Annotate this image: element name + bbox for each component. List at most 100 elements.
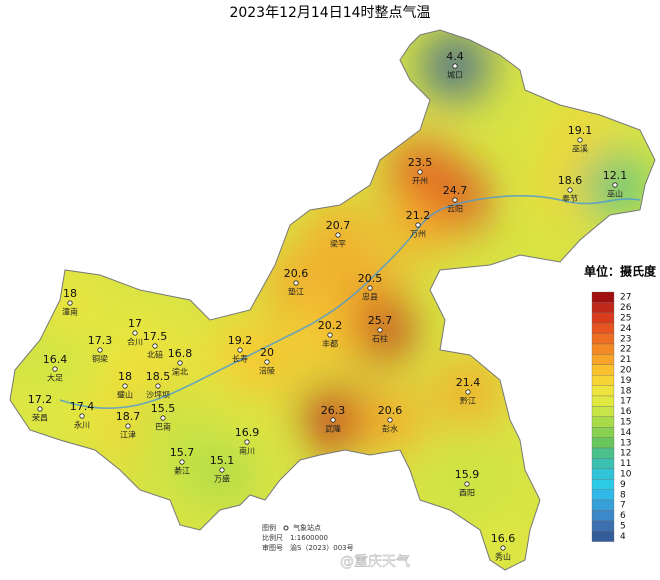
legend-label: 4 (620, 532, 626, 542)
footnote-legend-item: 气象站点 (293, 523, 321, 532)
station-value: 16.9 (235, 426, 260, 439)
station-dot (264, 359, 270, 365)
station-name: 永川 (74, 420, 90, 430)
station-name: 垫江 (288, 287, 304, 297)
legend-swatch (591, 385, 615, 397)
legend-label: 7 (620, 501, 626, 511)
stations: 4.4 城口 19.1 巫溪 23.5 开州 24.7 云阳 18.6 奉节 12.1 巫山 20.7 梁… (28, 50, 628, 562)
legend-label: 6 (620, 511, 626, 521)
station-dot (125, 423, 131, 429)
station-dot (219, 467, 225, 473)
station-value: 20.6 (284, 267, 309, 280)
station-value: 17.5 (143, 330, 168, 343)
station-name: 巫溪 (572, 144, 588, 154)
station-dot (67, 300, 73, 306)
station-dot (330, 417, 336, 423)
legend-swatch (591, 489, 615, 501)
station-value: 26.3 (321, 404, 346, 417)
footnote-approval-label: 审图号 (262, 543, 283, 552)
legend-swatch (591, 375, 615, 386)
station-name: 沙坪坝 (146, 391, 170, 400)
station-name: 巫山 (607, 189, 623, 199)
legend-label: 5 (620, 522, 626, 532)
legend-swatch (591, 499, 615, 511)
legend-swatch (591, 479, 615, 490)
legend-swatch (591, 302, 615, 313)
station-dot (612, 182, 618, 188)
legend-label: 19 (620, 376, 632, 386)
station-value: 18 (118, 370, 132, 383)
station-value: 18 (63, 287, 77, 300)
legend-label: 11 (620, 459, 631, 469)
legend-swatch (591, 531, 615, 542)
station-dot (377, 327, 383, 333)
station-name: 巴南 (155, 422, 171, 432)
station-value: 15.9 (455, 468, 480, 481)
station-value: 18.7 (116, 410, 141, 423)
station-value: 21.2 (406, 209, 431, 222)
legend-swatch (591, 354, 615, 365)
station-value: 18.6 (558, 174, 583, 187)
station-name: 涪陵 (259, 366, 275, 376)
station-value: 25.7 (368, 314, 393, 327)
station-dot (367, 285, 373, 291)
title: 2023年12月14日14时整点气温 (229, 5, 430, 21)
legend-swatch (591, 312, 615, 324)
legend-label: 18 (620, 386, 632, 396)
station-dot (244, 439, 250, 445)
station-name: 黔江 (460, 396, 476, 406)
legend-swatch (591, 510, 615, 521)
legend-label: 12 (620, 449, 631, 459)
station-dot (293, 280, 299, 286)
station-dot (177, 360, 183, 366)
station-value: 20 (260, 346, 274, 359)
footnote-dot (283, 525, 289, 531)
station-value: 18.5 (146, 370, 171, 383)
legend-label: 15 (620, 418, 631, 428)
station-value: 20.6 (378, 404, 403, 417)
station-name: 开州 (412, 177, 428, 186)
station-name: 云阳 (447, 205, 463, 214)
station-dot (387, 417, 393, 423)
station-name: 梁平 (330, 240, 346, 249)
station-name: 彭水 (382, 424, 398, 434)
station-value: 15.7 (170, 446, 195, 459)
station-name: 万盛 (214, 474, 230, 484)
station-dot (132, 330, 138, 336)
watermark: @重庆天气 (340, 554, 410, 570)
station-name: 长寿 (232, 354, 248, 364)
station-name: 合川 (127, 337, 143, 347)
station-value: 17 (128, 317, 142, 330)
station-dot (417, 169, 423, 175)
legend-swatch (591, 333, 615, 345)
legend-swatch (591, 437, 615, 449)
station-dot (567, 187, 573, 193)
legend-label: 8 (620, 490, 626, 500)
legend-label: 14 (620, 428, 632, 438)
legend-label: 25 (620, 314, 631, 324)
legend-label: 9 (620, 480, 626, 490)
station-name: 石柱 (372, 334, 388, 344)
station-dot (79, 413, 85, 419)
station-name: 璧山 (117, 390, 133, 400)
footnote-approval: 渝S（2023）003号 (290, 543, 354, 552)
station-value: 15.1 (210, 454, 235, 467)
legend: 单位：摄氏度 272625242322212019181716151413121… (584, 264, 657, 542)
station-value: 20.2 (318, 319, 343, 332)
legend-label: 26 (620, 303, 632, 313)
station-dot (577, 137, 583, 143)
station-value: 23.5 (408, 156, 433, 169)
station-value: 16.6 (491, 532, 516, 545)
station-value: 4.4 (446, 50, 464, 63)
legend-swatch (591, 427, 615, 438)
station-value: 17.4 (70, 400, 95, 413)
station-dot (37, 406, 43, 412)
legend-label: 10 (620, 470, 632, 480)
station-name: 万州 (410, 230, 426, 239)
footnote: 图例 气象站点 比例尺 1:1600000 审图号 渝S（2023）003号 (262, 523, 354, 552)
legend-swatch (591, 447, 615, 459)
station-value: 24.7 (443, 184, 468, 197)
station-name: 城口 (447, 71, 463, 80)
